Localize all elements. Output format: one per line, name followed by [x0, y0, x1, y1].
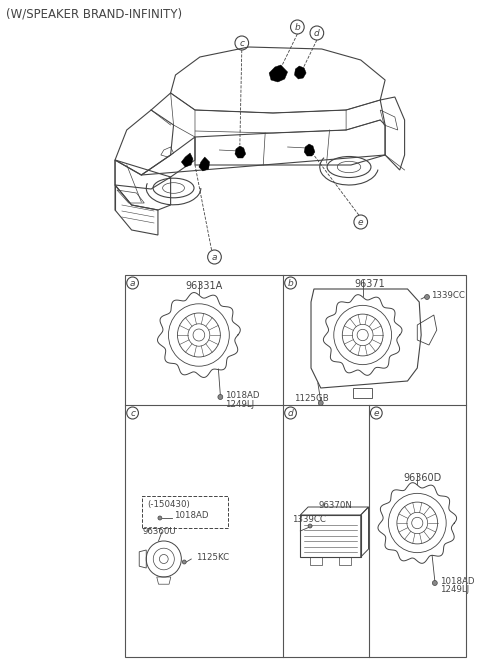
Circle shape	[425, 295, 430, 299]
Text: b: b	[295, 23, 300, 31]
Text: 1125GB: 1125GB	[294, 394, 329, 402]
Bar	[300, 515, 361, 557]
Circle shape	[308, 524, 312, 528]
Text: 96370N: 96370N	[318, 501, 352, 510]
Polygon shape	[269, 65, 288, 82]
Bar	[310, 557, 322, 565]
Text: 96331A: 96331A	[185, 281, 222, 291]
Text: 96371: 96371	[354, 279, 385, 289]
Text: 1018AD: 1018AD	[225, 390, 260, 400]
Text: (W/SPEAKER BRAND-INFINITY): (W/SPEAKER BRAND-INFINITY)	[6, 7, 182, 20]
Text: 1125KC: 1125KC	[196, 553, 229, 561]
Polygon shape	[235, 146, 246, 158]
Text: d: d	[314, 29, 320, 37]
Text: 96360U: 96360U	[143, 527, 176, 535]
Text: 1018AD: 1018AD	[174, 511, 208, 521]
Text: a: a	[212, 253, 217, 261]
Polygon shape	[181, 153, 193, 167]
Text: e: e	[358, 217, 363, 227]
Text: d: d	[288, 408, 293, 418]
Text: 96360D: 96360D	[403, 473, 441, 483]
Text: 1249LJ: 1249LJ	[225, 400, 254, 408]
Circle shape	[432, 581, 437, 585]
Bar	[125, 275, 466, 657]
Polygon shape	[304, 144, 315, 156]
Circle shape	[158, 516, 162, 520]
Text: 1018AD: 1018AD	[440, 577, 474, 585]
Text: 1249LJ: 1249LJ	[440, 585, 469, 595]
Text: (-150430): (-150430)	[147, 500, 190, 509]
Polygon shape	[294, 66, 306, 79]
Text: 1339CC: 1339CC	[292, 515, 326, 523]
Circle shape	[182, 560, 186, 564]
Bar	[339, 557, 351, 565]
Text: b: b	[288, 279, 293, 287]
Text: a: a	[130, 279, 135, 287]
Circle shape	[318, 400, 323, 406]
Bar	[143, 496, 228, 528]
Polygon shape	[199, 157, 210, 171]
Text: e: e	[373, 408, 379, 418]
Text: c: c	[130, 408, 135, 418]
Text: 1339CC: 1339CC	[431, 291, 465, 299]
Circle shape	[218, 394, 223, 400]
Text: c: c	[240, 39, 244, 47]
